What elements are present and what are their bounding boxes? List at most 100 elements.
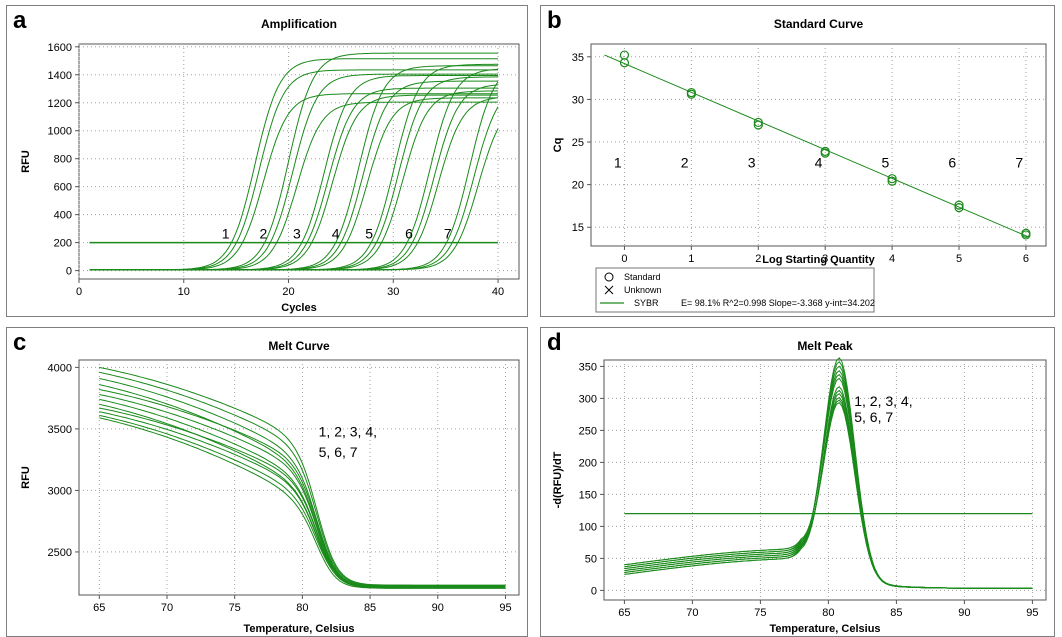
plot-area — [78, 359, 520, 596]
melt-curve-panel: Melt Curve 65 70 75 80 85 90 95 2500 3000 3500 4000… — [6, 327, 528, 637]
x-tick-label: 85 — [890, 607, 902, 619]
x-tick-label: 65 — [93, 602, 105, 614]
x-tick-label: 4 — [889, 253, 895, 265]
y-tick-label: 2500 — [48, 547, 72, 559]
y-tick-label: 1400 — [48, 70, 72, 82]
y-tick-label: 1000 — [48, 126, 72, 138]
x-tick-label: 3 — [822, 253, 828, 265]
x-axis-label: Temperature, Celsius — [243, 623, 354, 635]
legend-circle-marker — [604, 272, 614, 282]
dilution-annotation: 3 — [748, 155, 756, 171]
melt-annotation: 1, 2, 3, 4, — [319, 423, 377, 439]
standard-point — [887, 174, 897, 184]
y-tick-label: 200 — [54, 238, 72, 250]
y-tick-label: 35 — [572, 52, 584, 64]
standard-point — [753, 117, 763, 128]
y-tick-label: 200 — [579, 457, 597, 469]
y-tick-label: 15 — [572, 222, 584, 234]
curve-annotation: 5 — [365, 225, 373, 241]
legend-cross-marker — [604, 285, 614, 295]
chart-title: Standard Curve — [774, 17, 864, 31]
legend-box — [595, 267, 875, 313]
y-tick-label: 600 — [54, 182, 72, 194]
standard-curve-panel: Standard Curve 0 1 2 3 4 5 6 15 20 25 30 35 Log Start… — [540, 5, 1055, 317]
x-axis-label: Log Starting Quantity — [762, 254, 875, 266]
dilution-annotation: 5 — [882, 155, 890, 171]
y-tick-label: 30 — [572, 94, 584, 106]
y-tick-label: 0 — [66, 266, 72, 278]
y-tick-label: 1600 — [48, 42, 72, 54]
melt-annotation: 5, 6, 7 — [319, 444, 358, 460]
y-tick-label: 800 — [54, 154, 72, 166]
x-tick-label: 75 — [229, 602, 241, 614]
standard-point — [1021, 230, 1031, 240]
standard-point — [686, 89, 696, 99]
x-tick-label: 1 — [688, 253, 694, 265]
standard-point — [954, 200, 964, 210]
fit-line — [604, 54, 1030, 238]
plot-area — [78, 43, 520, 280]
curve-annotation: 3 — [293, 225, 301, 241]
curve-annotation: 1 — [222, 225, 230, 241]
panel-letter-d: d — [547, 329, 562, 356]
melt-curve-line — [99, 414, 506, 587]
y-tick-label: 50 — [585, 553, 597, 565]
amplification-curve — [89, 128, 499, 271]
panel-letter-a: a — [13, 7, 27, 34]
y-tick-label: 100 — [579, 521, 597, 533]
x-tick-label: 2 — [755, 253, 761, 265]
y-tick-label: 20 — [572, 180, 584, 192]
melt-curve-line — [99, 403, 506, 586]
legend-label: Unknown — [624, 285, 662, 295]
x-tick-label: 6 — [1023, 253, 1029, 265]
curve-annotation: 4 — [332, 225, 340, 241]
dilution-annotation: 6 — [948, 155, 956, 171]
x-tick-label: 90 — [432, 602, 444, 614]
standard-point — [954, 203, 964, 213]
x-tick-label: 10 — [178, 286, 190, 298]
standard-point — [753, 120, 763, 130]
panel-letter-b: b — [547, 7, 562, 34]
panel-letter-c: c — [13, 329, 27, 356]
standard-point — [820, 148, 830, 158]
x-axis-label: Cycles — [281, 302, 316, 314]
x-tick-label: 0 — [621, 253, 627, 265]
x-axis-label: Temperature, Celsius — [769, 623, 880, 635]
melt-peak-chart: Melt Peak 65 70 75 80 85 90 95 0 50 100 150 200 250 30… — [552, 339, 1047, 635]
melt-curve-line — [99, 398, 506, 587]
y-axis-label: RFU — [20, 466, 32, 489]
peak-annotation: 1, 2, 3, 4, — [854, 393, 912, 409]
melt-peak-line — [624, 402, 1033, 589]
amplification-panel: Amplification 0 10 20 30 40 0 200 400 600 800 1000 1… — [6, 5, 528, 317]
x-tick-label: 40 — [492, 286, 504, 298]
x-tick-label: 95 — [499, 602, 511, 614]
legend-stats: E= 98.1% R^2=0.998 Slope=-3.368 y-int=34… — [681, 298, 875, 308]
legend-label: Standard — [624, 272, 661, 282]
dilution-annotation: 2 — [681, 155, 689, 171]
y-axis-label: -d(RFU)/dT — [552, 451, 564, 508]
y-tick-label: 3000 — [48, 485, 72, 497]
melt-curve-line — [99, 411, 506, 589]
y-tick-label: 250 — [579, 425, 597, 437]
y-tick-label: 1200 — [48, 98, 72, 110]
chart-title: Melt Peak — [797, 339, 853, 353]
x-tick-label: 0 — [76, 286, 82, 298]
y-tick-label: 25 — [572, 137, 584, 149]
standard-point — [619, 58, 630, 68]
dilution-annotation: 7 — [1015, 155, 1023, 171]
x-tick-label: 75 — [754, 607, 766, 619]
y-tick-label: 0 — [591, 585, 597, 597]
y-tick-label: 400 — [54, 210, 72, 222]
dilution-annotation: 4 — [815, 155, 823, 171]
plot-area — [603, 359, 1047, 601]
x-tick-label: 70 — [161, 602, 173, 614]
curve-annotation: 7 — [444, 225, 452, 241]
y-tick-label: 300 — [579, 393, 597, 405]
y-axis-label: RFU — [20, 150, 32, 173]
x-tick-label: 95 — [1026, 607, 1038, 619]
peak-annotation: 5, 6, 7 — [854, 409, 893, 425]
y-tick-label: 150 — [579, 489, 597, 501]
standard-point — [887, 176, 897, 186]
y-tick-label: 4000 — [48, 362, 72, 374]
melt-curve-line — [99, 417, 506, 589]
